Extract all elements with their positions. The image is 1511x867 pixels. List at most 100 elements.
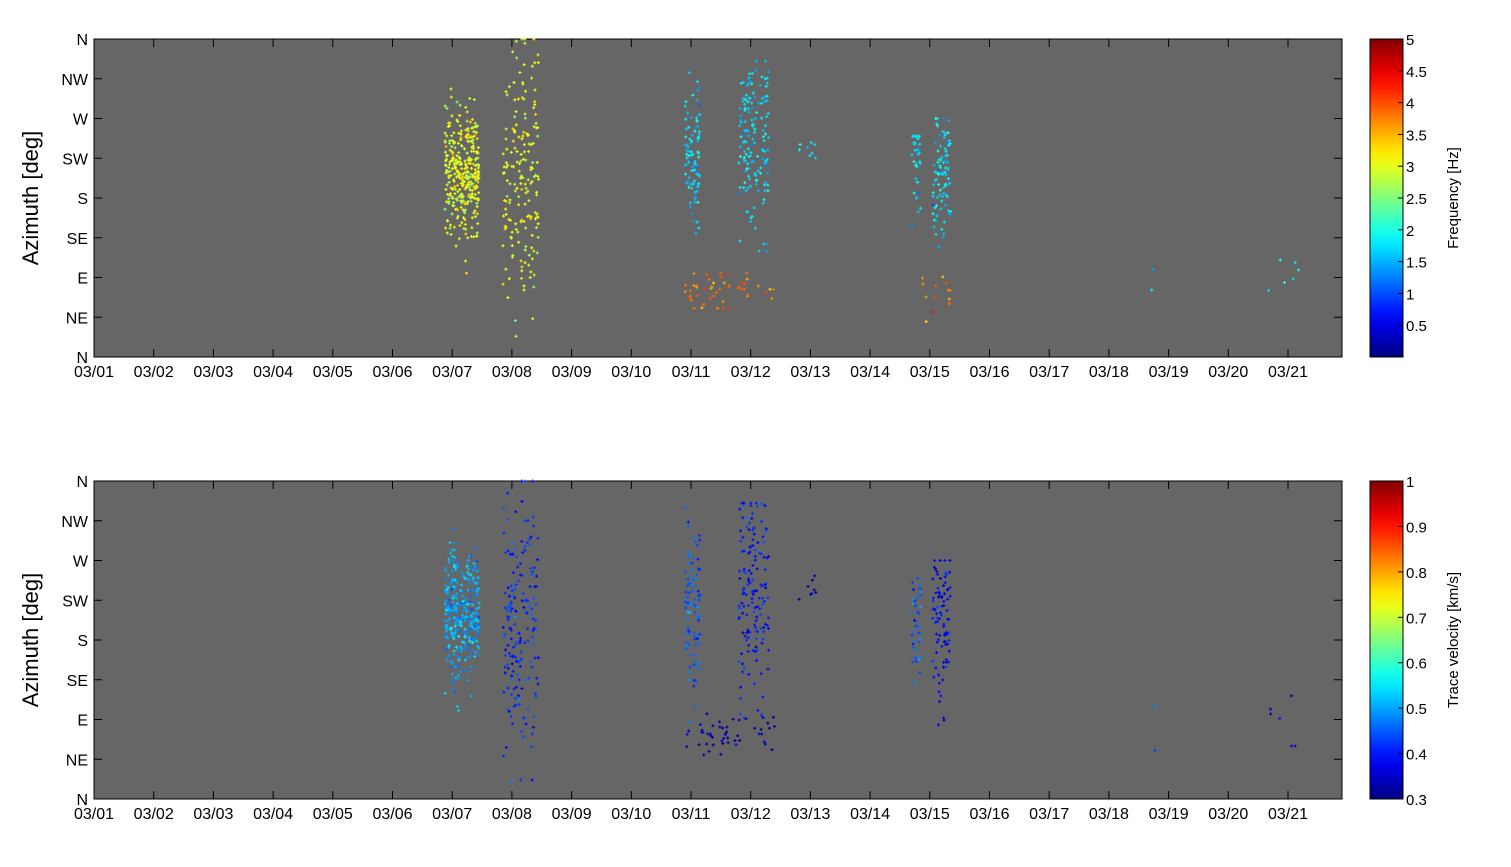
data-point	[475, 234, 479, 238]
data-point	[746, 77, 750, 81]
data-point	[508, 552, 512, 556]
data-point	[756, 708, 760, 712]
data-point	[447, 557, 451, 561]
data-point	[747, 134, 751, 138]
data-point	[756, 504, 760, 508]
data-point	[517, 240, 521, 244]
data-point	[529, 181, 533, 185]
data-point	[750, 106, 754, 110]
colorbar-tick-label: 3.5	[1406, 127, 1427, 144]
data-point	[695, 220, 699, 224]
data-point	[696, 80, 700, 84]
chart-panel-1: 03/01 03/02 03/03 03/04 03/05 03/06 03/07 03/08…	[18, 32, 1462, 381]
data-point	[941, 275, 945, 279]
data-point	[917, 611, 921, 615]
data-point	[765, 623, 769, 627]
data-point	[535, 160, 539, 164]
data-point	[469, 573, 473, 577]
data-point	[688, 201, 692, 205]
data-point	[751, 137, 755, 141]
data-point	[746, 96, 750, 100]
data-point	[516, 230, 520, 234]
data-point	[468, 624, 472, 628]
data-point	[763, 504, 767, 508]
data-point	[940, 227, 944, 231]
data-point	[762, 139, 766, 143]
x-tick-label: 03/09	[552, 364, 592, 381]
data-point	[463, 605, 467, 609]
data-point	[520, 269, 524, 273]
data-point	[532, 37, 536, 41]
data-point	[949, 209, 953, 213]
data-point	[684, 606, 688, 610]
data-point	[692, 684, 696, 688]
data-point	[457, 195, 461, 199]
data-point	[690, 186, 694, 190]
data-point	[533, 692, 537, 696]
data-point	[520, 479, 524, 483]
data-point	[459, 621, 463, 625]
y-tick-label: W	[73, 112, 89, 129]
data-point	[453, 146, 457, 150]
data-point	[453, 631, 457, 635]
data-point	[771, 287, 775, 291]
data-point	[686, 601, 690, 605]
data-point	[932, 225, 936, 229]
data-point	[749, 504, 753, 508]
data-point	[755, 567, 759, 571]
data-point	[766, 189, 770, 193]
data-point	[456, 141, 460, 145]
data-point	[1293, 744, 1297, 748]
data-point	[474, 650, 478, 654]
data-point	[475, 137, 479, 141]
data-point	[460, 221, 464, 225]
y-tick-label: S	[77, 633, 88, 650]
data-point	[504, 90, 508, 94]
data-point	[526, 627, 530, 631]
data-point	[751, 538, 755, 542]
colorbar-tick-label: 0.5	[1406, 701, 1427, 718]
data-point	[523, 261, 527, 265]
data-point	[467, 567, 471, 571]
data-point	[504, 267, 508, 271]
data-point	[702, 753, 706, 757]
data-point	[505, 663, 509, 667]
data-point	[513, 146, 517, 150]
data-point	[737, 718, 741, 722]
data-point	[939, 613, 943, 617]
data-point	[766, 112, 770, 116]
data-point	[760, 96, 764, 100]
data-point	[514, 696, 518, 700]
data-point	[746, 635, 750, 639]
data-point	[510, 662, 514, 666]
data-point	[738, 191, 742, 195]
data-point	[452, 204, 456, 208]
data-point	[946, 195, 950, 199]
data-point	[521, 176, 525, 180]
data-point	[455, 154, 459, 158]
data-point	[510, 244, 514, 248]
data-point	[511, 571, 515, 575]
data-point	[687, 71, 691, 75]
data-point	[447, 141, 451, 145]
data-point	[948, 570, 952, 574]
data-point	[938, 133, 942, 137]
colorbar-tick-label: 1	[1406, 286, 1414, 303]
data-point	[509, 150, 513, 154]
data-point	[534, 584, 538, 588]
x-tick-label: 03/18	[1089, 806, 1129, 823]
data-point	[507, 615, 511, 619]
data-point	[470, 226, 474, 230]
data-point	[448, 192, 452, 196]
data-point	[506, 296, 510, 300]
data-point	[465, 119, 469, 123]
data-point	[452, 200, 456, 204]
data-point	[914, 604, 918, 608]
data-point	[519, 650, 523, 654]
data-point	[931, 577, 935, 581]
data-point	[684, 590, 688, 594]
data-point	[448, 124, 452, 128]
data-point	[1283, 281, 1287, 285]
data-point	[762, 100, 766, 104]
data-point	[763, 181, 767, 185]
